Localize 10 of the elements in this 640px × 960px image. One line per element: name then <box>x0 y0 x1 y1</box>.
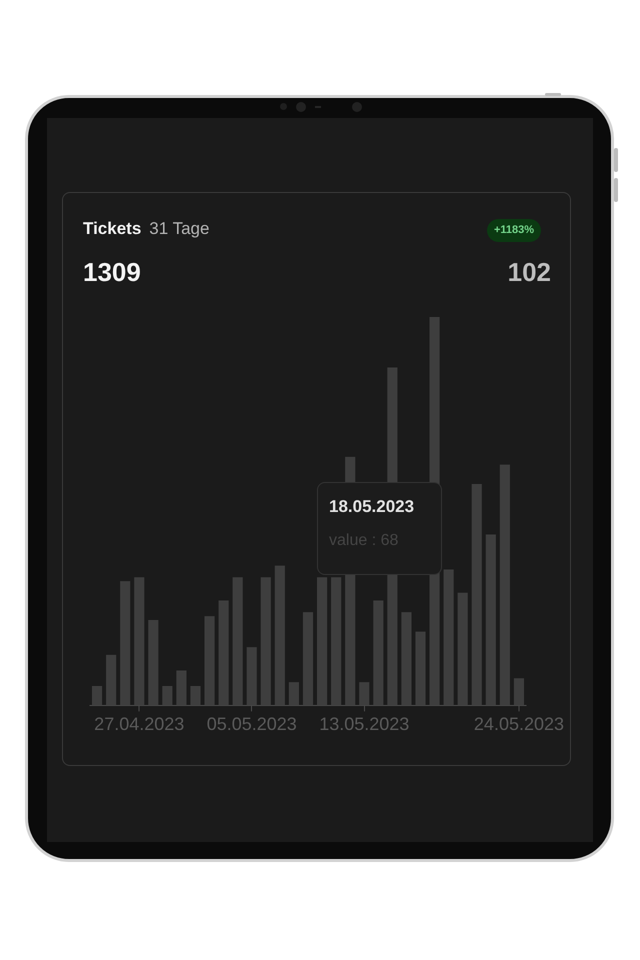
x-tick-label: 05.05.2023 <box>206 714 297 734</box>
x-tick-label: 24.05.2023 <box>474 714 564 734</box>
text: 102 <box>508 256 551 288</box>
chart-title: Tickets <box>83 218 142 240</box>
chart-subtitle: 31 Tage <box>149 218 210 240</box>
badge: +1183% <box>487 219 542 242</box>
text: 1309 <box>83 256 141 288</box>
x-tick-label: 27.04.2023 <box>94 714 184 734</box>
annotation: 18.05.2023 <box>329 496 414 518</box>
x-tick-label: 13.05.2023 <box>319 714 410 734</box>
